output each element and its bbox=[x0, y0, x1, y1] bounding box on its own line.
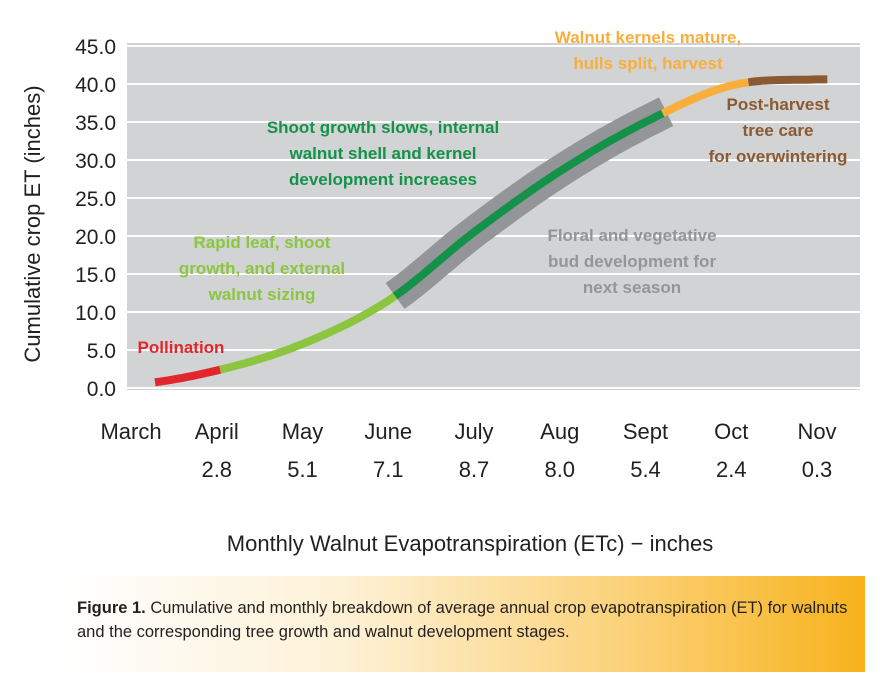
stage-label: Rapid leaf, shoot growth, and external wal… bbox=[179, 233, 345, 304]
x-tick-labels: March April May June July Aug Sept Oct Nov bbox=[100, 419, 836, 444]
stage-label-line: walnut sizing bbox=[208, 285, 316, 304]
x-tick-label: July bbox=[454, 419, 493, 444]
x-tick-label: May bbox=[282, 419, 324, 444]
monthly-et-value: 2.8 bbox=[201, 457, 232, 482]
monthly-et-value: 2.4 bbox=[716, 457, 747, 482]
stage-label-line: Pollination bbox=[138, 338, 225, 357]
stage-label-line: Shoot growth slows, internal bbox=[267, 118, 499, 137]
x-tick-label: Oct bbox=[714, 419, 748, 444]
curve-segment bbox=[660, 78, 749, 117]
stage-label-line: Post-harvest bbox=[727, 95, 830, 114]
y-tick-labels: 0.0 5.0 10.0 15.0 20.0 25.0 30.0 35.0 40.0 45.0 bbox=[75, 36, 116, 401]
y-tick-label: 0.0 bbox=[87, 378, 116, 401]
stage-label-line: growth, and external bbox=[179, 259, 345, 278]
curve-segment bbox=[392, 108, 668, 300]
y-tick-label: 35.0 bbox=[75, 112, 116, 135]
monthly-et-value: 8.7 bbox=[459, 457, 490, 482]
y-tick-label: 20.0 bbox=[75, 226, 116, 249]
monthly-et-value: 5.1 bbox=[287, 457, 318, 482]
x-tick-label: March bbox=[100, 419, 161, 444]
monthly-et-value: 7.1 bbox=[373, 457, 404, 482]
monthly-et-value: 8.0 bbox=[544, 457, 575, 482]
x-tick-label: Aug bbox=[540, 419, 579, 444]
x-tick-label: June bbox=[364, 419, 412, 444]
monthly-et-value: 0.3 bbox=[802, 457, 833, 482]
stage-label-line: for overwintering bbox=[709, 147, 848, 166]
y-tick-label: 40.0 bbox=[75, 74, 116, 97]
stage-label-line: bud development for bbox=[548, 252, 717, 271]
stage-label: Post-harvest tree care for overwintering bbox=[709, 95, 848, 166]
curve-segment bbox=[747, 75, 828, 87]
figure-caption: Figure 1. Cumulative and monthly breakdo… bbox=[63, 576, 865, 672]
caption-text: Cumulative and monthly breakdown of aver… bbox=[77, 599, 848, 641]
stage-label-line: Rapid leaf, shoot bbox=[194, 233, 331, 252]
y-tick-label: 45.0 bbox=[75, 36, 116, 59]
stage-labels: Pollination Rapid leaf, shoot growth, and … bbox=[138, 28, 848, 357]
stage-label: Walnut kernels mature, hulls split, harve… bbox=[555, 28, 741, 73]
y-tick-label: 10.0 bbox=[75, 302, 116, 325]
stage-label-line: next season bbox=[583, 278, 681, 297]
cumulative-et-chart: 0.0 5.0 10.0 15.0 20.0 25.0 30.0 35.0 40.0 45.0 C… bbox=[20, 28, 860, 556]
stage-label-line: Walnut kernels mature, bbox=[555, 28, 741, 47]
stage-label-line: development increases bbox=[289, 170, 477, 189]
x-tick-label: Sept bbox=[623, 419, 668, 444]
y-tick-label: 15.0 bbox=[75, 264, 116, 287]
et-curve bbox=[154, 75, 828, 387]
y-tick-label: 5.0 bbox=[87, 340, 116, 363]
stage-label-line: tree care bbox=[743, 121, 814, 140]
monthly-et-labels: 2.8 5.1 7.1 8.7 8.0 5.4 2.4 0.3 bbox=[201, 457, 832, 482]
monthly-et-value: 5.4 bbox=[630, 457, 661, 482]
y-tick-label: 25.0 bbox=[75, 188, 116, 211]
curve-segment bbox=[219, 290, 401, 374]
stage-label: Pollination bbox=[138, 338, 225, 357]
y-axis-label: Cumulative crop ET (inches) bbox=[20, 85, 45, 362]
x-axis-label: Monthly Walnut Evapotranspiration (ETc) … bbox=[227, 531, 713, 556]
curve-segment bbox=[154, 365, 222, 387]
y-tick-label: 30.0 bbox=[75, 150, 116, 173]
stage-label-line: Floral and vegetative bbox=[547, 226, 716, 245]
stage-label-line: hulls split, harvest bbox=[573, 54, 723, 73]
stage-label: Floral and vegetative bud development for… bbox=[547, 226, 716, 297]
caption-label: Figure 1. bbox=[77, 599, 146, 617]
stage-label: Shoot growth slows, internal walnut shell… bbox=[267, 118, 499, 189]
x-tick-label: April bbox=[195, 419, 239, 444]
stage-label-line: walnut shell and kernel bbox=[288, 144, 476, 163]
x-tick-label: Nov bbox=[797, 419, 836, 444]
